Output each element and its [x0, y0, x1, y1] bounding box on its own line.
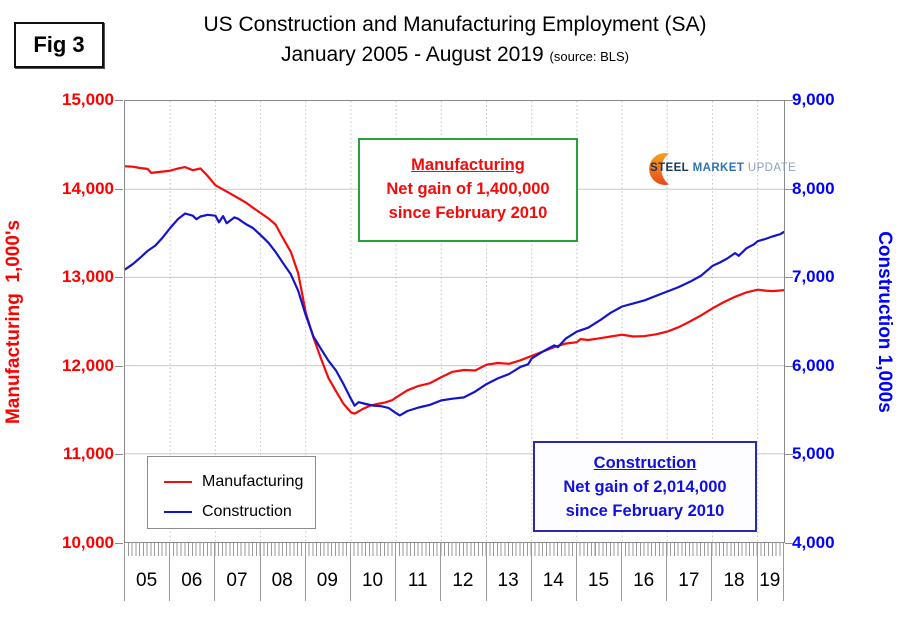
- construction-annotation-box: Construction Net gain of 2,014,000 since…: [533, 441, 757, 532]
- x-axis-year-label: 08: [271, 570, 293, 591]
- y-axis-label-left: 15,000: [62, 90, 114, 109]
- x-axis-year-label: 09: [316, 570, 338, 591]
- logo-text: STEEL MARKET UPDATE: [650, 162, 796, 174]
- y-axis-tick-left: [115, 365, 123, 367]
- logo-word-market: MARKET: [692, 162, 745, 174]
- chart-title-line2: January 2005 - August 2019 (source: BLS): [280, 43, 630, 66]
- construction-line-swatch: [164, 510, 192, 514]
- y-axis-tick-left: [115, 100, 123, 101]
- x-axis-year-label: 18: [723, 570, 745, 591]
- x-axis-year-separator: [621, 543, 623, 601]
- steel-market-update-logo: STEEL MARKET UPDATE: [638, 149, 796, 189]
- x-axis-year-label: 19: [759, 570, 781, 591]
- manufacturing-annotation-title: Manufacturing: [411, 156, 525, 174]
- x-axis-year-label: 15: [587, 570, 610, 591]
- x-axis-year-label: 10: [361, 570, 384, 591]
- x-axis-year-separator: [711, 543, 713, 601]
- legend-item-manufacturing: Manufacturing: [164, 473, 303, 491]
- y-axis-label-left: 14,000: [62, 178, 114, 198]
- y-axis-label-right: 9,000: [792, 90, 835, 109]
- logo-crescent-icon: [649, 153, 669, 185]
- x-axis-year-separator: [756, 543, 758, 601]
- construction-annotation-line2: Net gain of 2,014,000: [563, 478, 727, 496]
- y-axis-label-left: 13,000: [62, 267, 114, 287]
- chart-title-line1: US Construction and Manufacturing Employ…: [203, 13, 707, 36]
- left-axis-title: Manufacturing 1,000's: [3, 219, 24, 425]
- y-axis-tick-left: [115, 543, 123, 544]
- logo-word-update: UPDATE: [747, 162, 797, 174]
- logo-word-steel: STEEL: [650, 162, 690, 174]
- legend-item-construction: Construction: [164, 503, 292, 521]
- y-axis-tick-right: [785, 543, 793, 544]
- monthly-tick-marks: [124, 543, 785, 556]
- construction-annotation-line3: since February 2010: [565, 502, 725, 520]
- x-axis-year-separator: [349, 543, 351, 601]
- x-axis-year-label: 06: [181, 570, 203, 591]
- y-axis-label-right: 8,000: [792, 178, 835, 198]
- y-axis-label-left: 10,000: [62, 533, 114, 552]
- right-axis-title: Construction 1,000s: [874, 231, 895, 413]
- x-axis-year-separator: [259, 543, 261, 601]
- y-axis-label-right: 5,000: [792, 444, 835, 464]
- x-axis-year-label: 11: [407, 570, 428, 591]
- x-axis-year-separator: [304, 543, 306, 601]
- figure-label: Fig 3: [33, 32, 85, 57]
- x-axis-year-label: 13: [497, 570, 519, 591]
- x-axis-year-label: 07: [226, 570, 248, 591]
- y-axis-label-left: 12,000: [62, 355, 114, 375]
- construction-line: [125, 212, 784, 417]
- y-axis-tick-right: [785, 188, 793, 190]
- x-axis-year-separator: [395, 543, 397, 601]
- x-axis-year-separator: [666, 543, 668, 601]
- manufacturing-annotation-line3: since February 2010: [388, 204, 548, 222]
- manufacturing-annotation-line2: Net gain of 1,400,000: [386, 180, 550, 198]
- x-axis-year-separator: [440, 543, 442, 601]
- x-axis-year-separator: [530, 543, 532, 601]
- x-axis-year-label: 17: [678, 570, 700, 591]
- chart-title-source: (source: BLS): [549, 49, 630, 64]
- plot-lines-svg: [125, 101, 784, 542]
- y-axis-label-left: 11,000: [62, 444, 114, 464]
- x-axis-year-separator: [169, 543, 171, 601]
- x-axis-year-separator: [124, 543, 125, 601]
- construction-annotation-title: Construction: [593, 454, 697, 472]
- x-axis-year-label: 16: [633, 570, 655, 591]
- x-axis-year-separator: [485, 543, 487, 601]
- figure-label-box: Fig 3: [14, 22, 104, 68]
- y-axis-tick-right: [785, 277, 793, 279]
- x-axis-year-label: 12: [452, 570, 474, 591]
- chart-title-block: US Construction and Manufacturing Employ…: [110, 10, 800, 72]
- y-axis-tick-right: [785, 454, 793, 456]
- x-axis-year-separator: [783, 543, 784, 601]
- x-axis-year-label: 05: [136, 570, 158, 591]
- y-axis-label-right: 7,000: [792, 267, 835, 287]
- manufacturing-line-swatch: [164, 480, 192, 484]
- manufacturing-annotation-box: Manufacturing Net gain of 1,400,000 sinc…: [358, 138, 578, 242]
- y-axis-tick-left: [115, 188, 123, 190]
- x-axis-year-label: 14: [542, 570, 564, 591]
- y-axis-label-right: 4,000: [792, 533, 835, 552]
- manufacturing-line: [125, 165, 784, 415]
- y-axis-label-right: 6,000: [792, 355, 835, 375]
- legend-box: Manufacturing Construction: [147, 456, 316, 529]
- legend-label-manufacturing: Manufacturing: [202, 473, 304, 490]
- x-axis-year-separator: [575, 543, 577, 601]
- y-axis-tick-right: [785, 365, 793, 367]
- y-axis-tick-left: [115, 277, 123, 279]
- y-axis-tick-left: [115, 454, 123, 456]
- x-axis-year-separator: [214, 543, 216, 601]
- y-axis-tick-right: [785, 100, 793, 101]
- legend-label-construction: Construction: [202, 503, 292, 520]
